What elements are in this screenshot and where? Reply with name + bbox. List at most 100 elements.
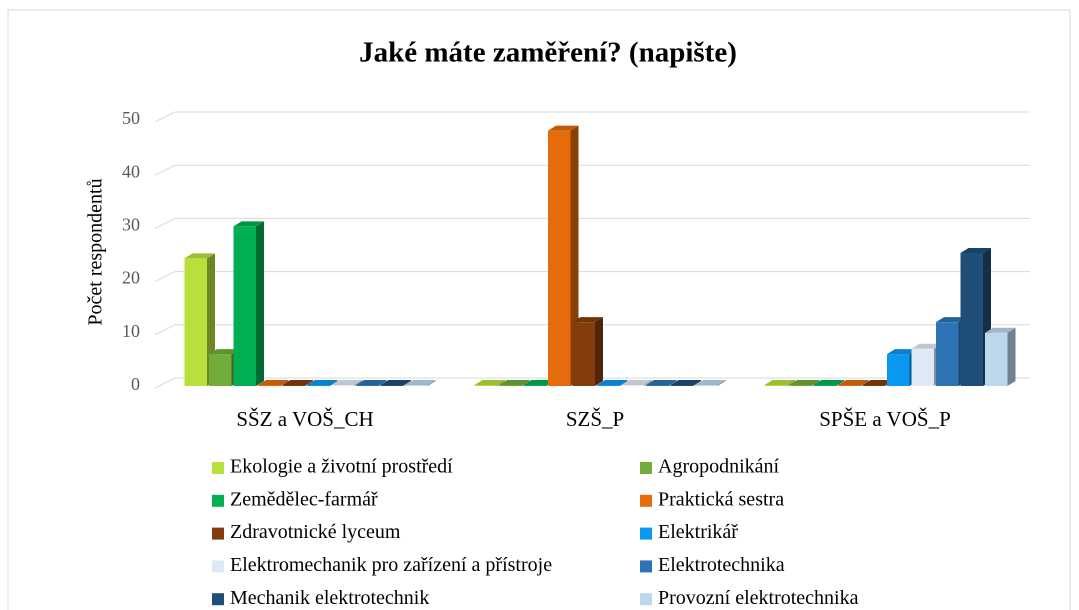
- bar-front: [331, 385, 354, 386]
- legend-swatch: [212, 560, 224, 573]
- bar: [597, 380, 628, 386]
- bar-top: [572, 317, 603, 323]
- x-tick-label: SŠZ a VOŠ_CH: [236, 407, 373, 431]
- bar: [380, 380, 411, 386]
- bar-front: [356, 385, 379, 386]
- bar-top: [960, 248, 991, 253]
- bar: [331, 380, 362, 386]
- legend-swatch: [640, 560, 652, 573]
- bar-top: [331, 380, 362, 385]
- bar: [233, 221, 264, 386]
- bar: [670, 380, 701, 386]
- grid-line: [154, 111, 176, 123]
- bar-front: [209, 354, 232, 386]
- bar-top: [209, 349, 240, 355]
- legend-label: Praktická sestra: [658, 488, 784, 510]
- grid-line: [154, 217, 176, 229]
- grid-line: [154, 271, 176, 283]
- bar-front: [764, 385, 787, 386]
- bar: [405, 380, 436, 386]
- legend-label: Zdravotnické lyceum: [230, 521, 401, 543]
- bar-top: [936, 317, 967, 323]
- bar-side: [619, 380, 628, 386]
- bar-side: [811, 380, 820, 386]
- legend-label: Mechanik elektrotechnik: [230, 587, 429, 609]
- bar-front: [523, 385, 546, 386]
- bar-top: [985, 327, 1016, 333]
- bar-top: [523, 380, 554, 385]
- bar: [838, 380, 869, 386]
- bar-front: [862, 385, 885, 386]
- legend-label: Zemědělec-farmář: [230, 488, 378, 510]
- bar-side: [668, 380, 677, 386]
- bar-front: [597, 385, 620, 386]
- grid-line: [154, 324, 176, 336]
- bar-top: [862, 380, 893, 385]
- bar-top: [474, 380, 505, 385]
- bar-side: [329, 380, 338, 386]
- bar-top: [813, 380, 844, 385]
- bar: [282, 380, 313, 386]
- bar-side: [860, 380, 869, 386]
- bar-side: [521, 380, 530, 386]
- bar: [764, 380, 795, 386]
- bar: [499, 380, 530, 386]
- y-axis-label: Počet respondentů: [85, 178, 107, 325]
- y-tick-label: 10: [122, 321, 140, 341]
- bar-top: [670, 380, 701, 385]
- legend-swatch: [640, 593, 652, 606]
- bar-front: [646, 385, 669, 386]
- legend-label: Elektrotechnika: [658, 554, 785, 576]
- bar-side: [787, 380, 795, 386]
- bar-side: [595, 317, 603, 386]
- bar-top: [184, 253, 215, 259]
- bar-top: [838, 380, 869, 385]
- bar-front: [233, 226, 256, 386]
- bar-top: [646, 380, 677, 385]
- bar-front: [960, 253, 983, 386]
- bar-top: [597, 380, 628, 385]
- bar-top: [789, 380, 820, 385]
- bar-top: [548, 125, 579, 131]
- legend-swatch: [212, 593, 224, 606]
- y-tick-label: 0: [131, 374, 140, 394]
- bar-side: [644, 380, 652, 386]
- grid-line: [154, 377, 176, 389]
- bar-top: [282, 380, 313, 385]
- bar-top: [233, 221, 264, 227]
- bar-top: [307, 380, 338, 385]
- bar-front: [621, 385, 644, 386]
- bar-front: [911, 348, 934, 386]
- bar: [789, 380, 820, 386]
- bar: [695, 380, 726, 386]
- legend-label: Agropodnikání: [658, 456, 780, 478]
- bar-side: [717, 380, 726, 386]
- bar-front: [789, 385, 812, 386]
- bar-side: [403, 380, 411, 386]
- bar: [548, 125, 579, 386]
- bar-front: [307, 385, 330, 386]
- x-tick-label: SPŠE a VOŠ_P: [819, 407, 951, 431]
- bar-front: [282, 385, 305, 386]
- bar-top: [764, 380, 795, 385]
- bar-side: [280, 380, 289, 386]
- bar-side: [836, 380, 844, 386]
- bar: [474, 380, 505, 386]
- legend-swatch: [640, 527, 652, 540]
- y-tick-label: 20: [122, 268, 140, 288]
- bar-front: [670, 385, 693, 386]
- bar-front: [405, 385, 428, 386]
- bar-top: [499, 380, 530, 385]
- bar: [572, 317, 603, 386]
- bar-front: [887, 354, 910, 386]
- bar-top: [911, 343, 942, 349]
- bar-front: [572, 322, 595, 386]
- bar-top: [405, 380, 436, 385]
- bar-front: [813, 385, 836, 386]
- legend-swatch: [640, 494, 652, 507]
- bar-top: [380, 380, 411, 385]
- legend-label: Elektromechanik pro zařízení a přístroje: [230, 554, 552, 576]
- bar-front: [258, 385, 281, 386]
- bar-side: [1007, 327, 1016, 386]
- y-tick-label: 40: [122, 161, 140, 181]
